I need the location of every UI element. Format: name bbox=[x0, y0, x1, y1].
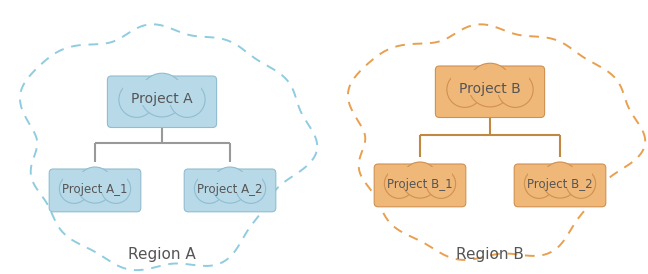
Text: Project B: Project B bbox=[459, 82, 521, 96]
Text: Region B: Region B bbox=[456, 247, 524, 262]
FancyBboxPatch shape bbox=[184, 169, 276, 212]
Circle shape bbox=[194, 174, 224, 203]
FancyBboxPatch shape bbox=[63, 172, 127, 193]
FancyBboxPatch shape bbox=[123, 80, 201, 105]
FancyBboxPatch shape bbox=[49, 169, 141, 212]
Circle shape bbox=[384, 169, 414, 198]
Circle shape bbox=[468, 63, 512, 107]
FancyBboxPatch shape bbox=[435, 66, 544, 118]
Text: Project A_2: Project A_2 bbox=[197, 183, 262, 196]
Circle shape bbox=[77, 167, 113, 203]
Circle shape bbox=[60, 174, 89, 203]
FancyBboxPatch shape bbox=[374, 164, 466, 207]
Text: Project B_1: Project B_1 bbox=[388, 178, 453, 191]
Text: Project A_1: Project A_1 bbox=[62, 183, 128, 196]
Circle shape bbox=[119, 82, 154, 117]
Text: Project B_2: Project B_2 bbox=[527, 178, 593, 191]
Circle shape bbox=[170, 82, 205, 117]
Circle shape bbox=[402, 162, 438, 198]
FancyBboxPatch shape bbox=[198, 172, 262, 193]
FancyBboxPatch shape bbox=[451, 70, 529, 95]
Circle shape bbox=[542, 162, 578, 198]
FancyBboxPatch shape bbox=[108, 76, 216, 127]
Text: Region A: Region A bbox=[128, 247, 196, 262]
Circle shape bbox=[498, 72, 533, 107]
FancyBboxPatch shape bbox=[527, 167, 592, 188]
FancyBboxPatch shape bbox=[515, 164, 606, 207]
Text: Project A: Project A bbox=[131, 92, 193, 106]
Circle shape bbox=[426, 169, 456, 198]
Circle shape bbox=[236, 174, 266, 203]
Circle shape bbox=[140, 73, 184, 117]
Circle shape bbox=[524, 169, 554, 198]
Circle shape bbox=[212, 167, 248, 203]
Circle shape bbox=[101, 174, 131, 203]
FancyBboxPatch shape bbox=[388, 167, 452, 188]
Circle shape bbox=[566, 169, 596, 198]
Circle shape bbox=[447, 72, 483, 107]
